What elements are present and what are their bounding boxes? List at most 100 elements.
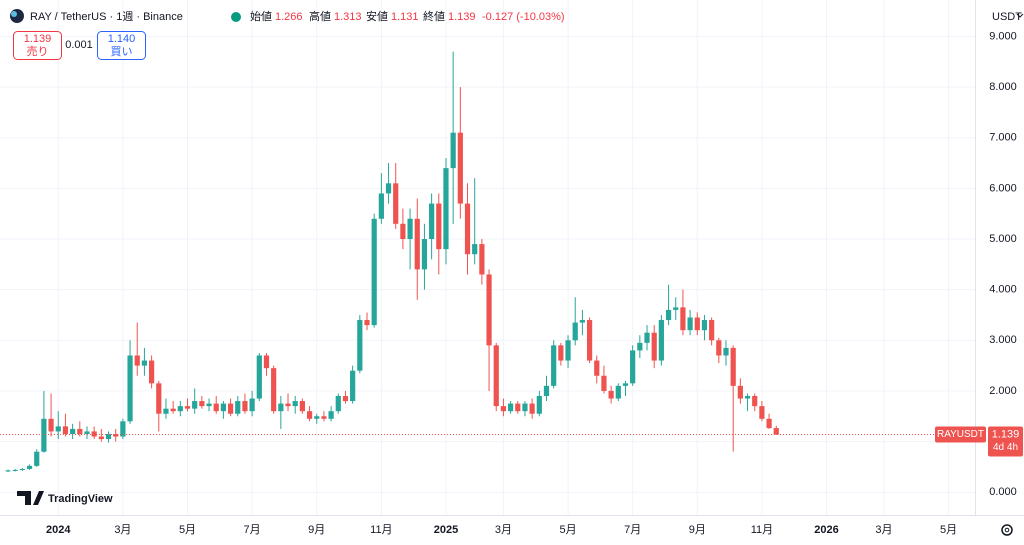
candle-body: [723, 347, 729, 356]
candle-body: [19, 468, 25, 470]
candle-body: [637, 342, 643, 351]
x-tick-label: 11月: [370, 524, 392, 536]
candle-body: [543, 385, 550, 396]
candle-body: [508, 403, 514, 412]
candle-body: [400, 223, 406, 240]
candles: [0, 51, 975, 472]
candle-body: [630, 350, 636, 384]
x-tick-label: 11月: [751, 524, 773, 536]
candle-body: [278, 403, 284, 412]
candle-body: [321, 416, 327, 419]
candle-body: [235, 401, 241, 414]
candle-body: [551, 345, 557, 386]
open-value: 1.266: [275, 11, 303, 23]
currency-caret: [1016, 13, 1024, 18]
candle-body: [407, 218, 413, 240]
candle-body: [184, 406, 191, 409]
candle-body: [579, 320, 585, 323]
candle-body: [364, 320, 370, 326]
close-label: 終値: [423, 9, 445, 23]
candle-body: [55, 426, 61, 432]
candle-body: [98, 436, 104, 440]
candle-body: [306, 411, 313, 419]
candle-body: [644, 332, 650, 343]
symbol-tag: [935, 426, 986, 443]
candle-body: [730, 347, 736, 386]
buy-button[interactable]: [97, 31, 146, 60]
candle-body: [350, 370, 356, 402]
candle-body: [536, 395, 542, 414]
y-tick-label: 6.000: [989, 182, 1017, 194]
low-label: 安値: [366, 9, 388, 23]
candle-body: [105, 433, 112, 440]
candle-body: [393, 183, 399, 224]
candle-body: [199, 401, 205, 407]
candle-body: [752, 395, 758, 407]
candle-body: [529, 403, 535, 414]
candle-body: [263, 355, 270, 369]
open-label: 始値: [250, 9, 272, 23]
candle-body: [328, 411, 334, 419]
candle-body: [127, 355, 133, 422]
buy-label: 買い: [111, 45, 133, 58]
candle-body: [271, 368, 277, 412]
x-tick-label: 2025: [434, 524, 458, 536]
candle-body: [565, 340, 571, 361]
candle-body: [500, 406, 507, 412]
symbol-tag-text: RAYUSDT: [937, 429, 984, 440]
candle-body: [479, 244, 485, 275]
candle-body: [558, 345, 564, 361]
candle-body: [170, 408, 176, 412]
spread: 0.001: [65, 39, 93, 51]
currency[interactable]: USDT: [992, 11, 1022, 23]
settings-icon[interactable]: [1001, 524, 1013, 536]
candle-body: [299, 401, 305, 412]
sell-price: 1.139: [24, 33, 52, 45]
sell-label: 売り: [27, 45, 49, 58]
candle-body: [665, 309, 672, 321]
price-tag: [988, 426, 1023, 457]
candle-body: [709, 320, 715, 341]
candle-body: [429, 203, 435, 240]
candle-body: [450, 132, 456, 169]
candle-body: [357, 320, 363, 371]
candle-body: [41, 418, 47, 452]
candle-body: [177, 406, 183, 412]
x-tick-label: 5月: [559, 524, 576, 536]
x-tick-label: 7月: [244, 524, 261, 536]
candle-body: [84, 431, 90, 434]
candle-body: [371, 218, 377, 326]
y-tick-label: 5.000: [989, 233, 1017, 245]
candle-body: [120, 421, 126, 437]
candle-body: [464, 203, 471, 255]
candle-body: [91, 431, 97, 437]
candle-body: [658, 320, 664, 361]
candle-body: [149, 360, 155, 384]
candle-body: [615, 385, 621, 399]
candle-body: [70, 428, 76, 434]
candle-body: [622, 383, 629, 386]
sell-button[interactable]: [13, 31, 62, 60]
candle-body: [26, 465, 33, 469]
candle-body: [163, 408, 169, 414]
candle-body: [256, 355, 262, 399]
x-tick-label: 3月: [114, 524, 131, 536]
candle-body: [141, 360, 148, 366]
y-tick-label: 2.000: [989, 385, 1017, 397]
x-tick-label: 5月: [179, 524, 196, 536]
candle-body: [651, 332, 657, 361]
change: -0.127 (-10.03%): [482, 11, 565, 23]
candle-body: [134, 355, 140, 366]
candle-body: [62, 426, 69, 434]
candle-body: [694, 317, 700, 331]
candle-body: [342, 395, 349, 402]
candle-body: [766, 418, 772, 429]
grid: [0, 0, 975, 515]
candle-body: [457, 132, 463, 204]
candle-body: [335, 395, 341, 412]
candle-body: [414, 218, 420, 270]
y-tick-label: 9.000: [989, 30, 1017, 42]
candle-body: [12, 469, 18, 471]
